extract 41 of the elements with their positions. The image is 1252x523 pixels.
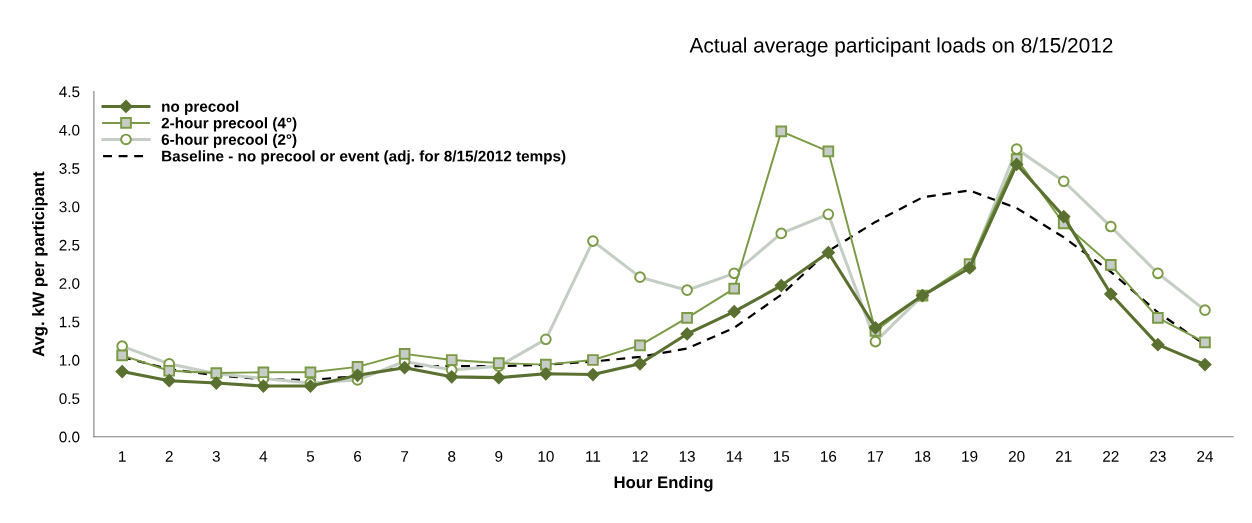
x-tick-label: 16 bbox=[821, 451, 837, 462]
x-tick-label: 17 bbox=[868, 451, 884, 462]
x-tick-label: 13 bbox=[679, 451, 695, 462]
y-tick-label: 1.5 bbox=[59, 316, 80, 328]
x-tick-label: 8 bbox=[448, 451, 456, 462]
x-tick-label: 19 bbox=[962, 451, 978, 462]
x-tick-label: 9 bbox=[495, 451, 503, 462]
y-tick-label: 3.0 bbox=[59, 201, 80, 213]
x-tick-label: 7 bbox=[401, 451, 409, 462]
x-tick-label: 15 bbox=[773, 451, 790, 462]
x-tick-label: 3 bbox=[212, 451, 220, 462]
x-tick-label: 24 bbox=[1197, 451, 1214, 462]
x-tick-label: 12 bbox=[632, 451, 648, 462]
x-tick-label: 1 bbox=[119, 451, 126, 462]
legend-label: no precool bbox=[162, 100, 239, 115]
x-axis-title: Hour Ending bbox=[614, 475, 713, 492]
y-tick-label: 3.5 bbox=[59, 163, 80, 174]
y-axis-title: Avg. kW per participant bbox=[32, 171, 48, 357]
x-tick-label: 23 bbox=[1150, 451, 1166, 462]
x-tick-label: 4 bbox=[259, 451, 268, 462]
x-tick-label: 10 bbox=[538, 451, 554, 462]
y-tick-label: 0.5 bbox=[59, 393, 80, 405]
x-tick-label: 11 bbox=[586, 451, 601, 462]
legend-label: Baseline - no precool or event (adj. for 8/15/2012 temps) bbox=[162, 150, 566, 165]
x-tick-label: 2 bbox=[165, 451, 173, 462]
y-tick-label: 0.0 bbox=[59, 431, 80, 443]
y-tick-label: 1.0 bbox=[59, 354, 80, 366]
y-tick-label: 4.0 bbox=[59, 124, 80, 136]
x-tick-label: 20 bbox=[1008, 451, 1025, 462]
x-tick-label: 18 bbox=[915, 451, 931, 462]
x-tick-label: 22 bbox=[1103, 451, 1119, 462]
y-tick-label: 4.5 bbox=[59, 86, 80, 98]
legend-label: 6-hour precool (2°) bbox=[161, 133, 297, 148]
y-tick-label: 2.5 bbox=[59, 239, 80, 251]
chart-title: Actual average participant loads on 8/15/2012 bbox=[689, 37, 1113, 57]
y-tick-label: 2.0 bbox=[59, 278, 80, 289]
legend-label: 2-hour precool (4°) bbox=[161, 117, 297, 132]
x-tick-label: 5 bbox=[306, 451, 315, 462]
x-tick-label: 21 bbox=[1056, 451, 1072, 462]
x-tick-label: 14 bbox=[726, 451, 743, 462]
x-tick-label: 6 bbox=[354, 451, 362, 462]
